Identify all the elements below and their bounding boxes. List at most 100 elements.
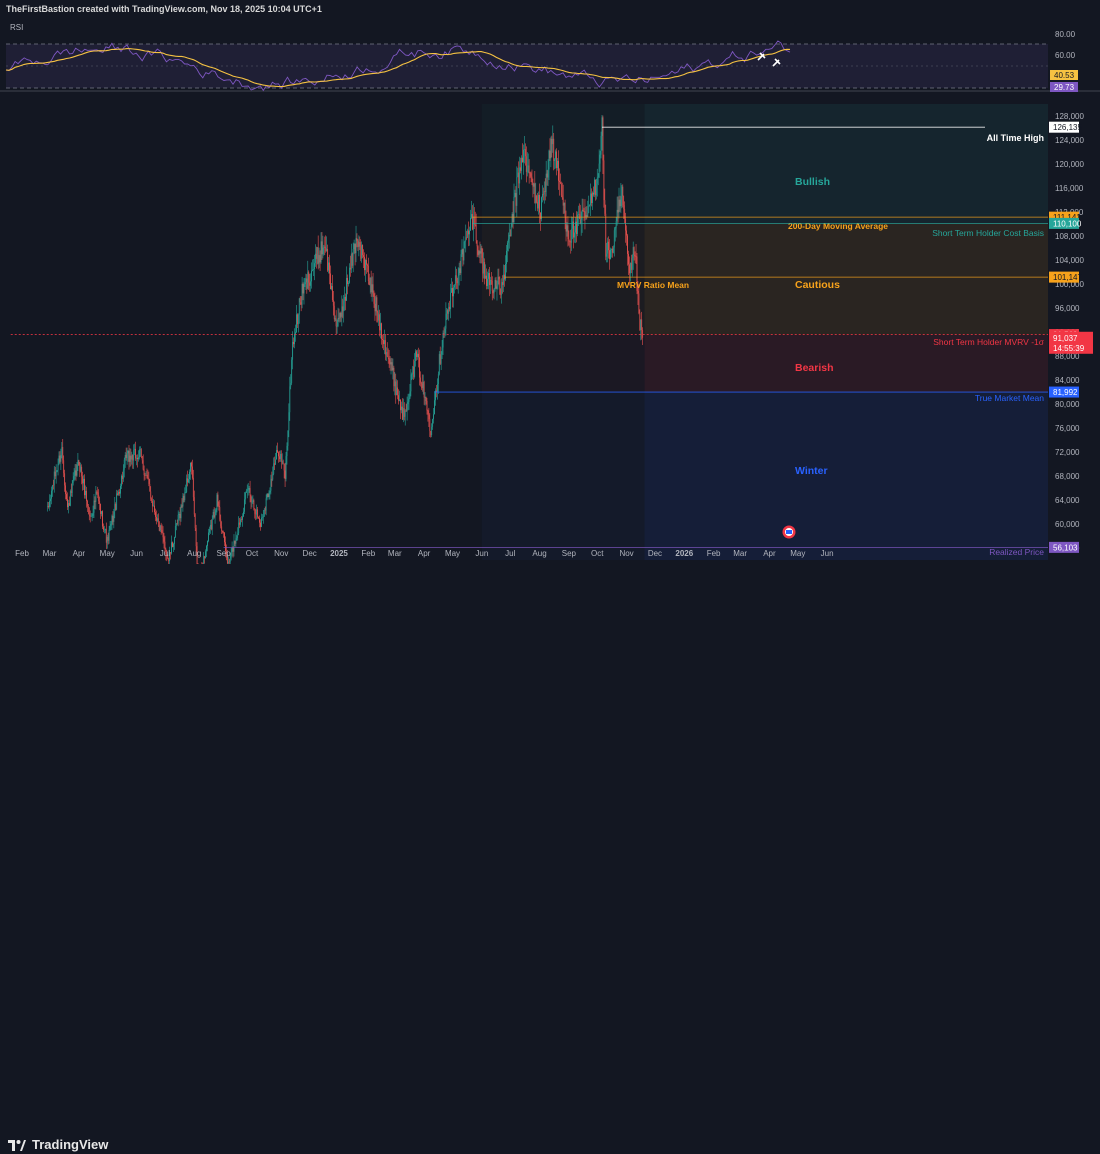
candle (365, 258, 366, 283)
candle (349, 255, 351, 277)
candle (462, 248, 464, 267)
candle (113, 508, 115, 529)
svg-text:110,100: 110,100 (1053, 219, 1082, 228)
candle (144, 472, 146, 480)
x-tick-label: Jun (475, 549, 488, 558)
candle (449, 300, 451, 312)
candle (363, 249, 364, 269)
candle (413, 359, 415, 381)
candle (102, 510, 103, 530)
candle (150, 486, 152, 501)
candle (540, 212, 541, 231)
candle (450, 283, 452, 319)
candle (351, 252, 353, 269)
candle (524, 136, 525, 164)
candle (546, 170, 548, 186)
candle (85, 485, 86, 499)
candle (310, 273, 312, 292)
candle (581, 198, 583, 233)
candle (204, 555, 206, 564)
candle (320, 232, 322, 264)
candle (75, 464, 77, 481)
candle (53, 465, 55, 493)
candle (439, 346, 441, 366)
candle (171, 535, 172, 555)
candle (629, 256, 630, 286)
candle (129, 448, 131, 468)
candle (50, 494, 51, 508)
candle (469, 226, 470, 246)
candle (500, 288, 502, 299)
candle (334, 315, 336, 322)
candle (636, 252, 638, 295)
candle (338, 308, 340, 322)
candle (122, 464, 124, 482)
candle (489, 276, 491, 294)
price-badge: 101,147 (1049, 271, 1082, 283)
candle (578, 203, 580, 220)
candle (319, 250, 321, 271)
candle (216, 492, 218, 513)
svg-text:111,141: 111,141 (1053, 213, 1081, 222)
candle (490, 272, 492, 285)
candle (172, 541, 173, 548)
candle (115, 502, 117, 511)
candle (176, 519, 178, 526)
zone-label-cautious: Cautious (795, 279, 840, 291)
candle (630, 254, 632, 274)
candle (384, 333, 386, 361)
candle (624, 201, 626, 224)
y-tick-label: 80,000 (1055, 400, 1080, 409)
candle (544, 178, 546, 201)
y-tick-label: 60,000 (1055, 520, 1080, 529)
candle (311, 262, 312, 289)
x-tick-label: May (445, 549, 460, 558)
candle (107, 532, 109, 545)
candle (467, 228, 469, 239)
candle (507, 232, 509, 252)
candle (291, 357, 293, 385)
candle (265, 494, 267, 516)
candle (622, 184, 624, 208)
candle (177, 510, 179, 527)
level-label: 200-Day Moving Average (788, 221, 888, 231)
candle (313, 254, 315, 281)
candle (559, 173, 561, 185)
zone-label-winter: Winter (795, 465, 828, 477)
x-tick-label: Nov (274, 549, 288, 558)
btc-price-chart[interactable]: RSI 80.00 60.00 40.53 29.73 Bullish Cauti… (0, 20, 1100, 564)
price-badge: 111,141 (1049, 211, 1081, 223)
x-tick-label: Dec (303, 549, 317, 558)
candle (268, 490, 270, 500)
candle (312, 259, 313, 272)
candle (178, 511, 180, 521)
candle (604, 188, 606, 217)
candle (302, 282, 304, 301)
candle (494, 277, 496, 292)
candle (401, 401, 402, 414)
candle (576, 211, 578, 237)
flag-icon[interactable] (782, 525, 796, 539)
x-tick-label: Jun (130, 549, 143, 558)
candle (124, 452, 126, 468)
candle (244, 491, 246, 505)
candle (570, 229, 572, 254)
candle (362, 244, 364, 259)
candle (180, 503, 182, 522)
candle (451, 278, 452, 294)
candle (149, 478, 151, 492)
candle (632, 241, 634, 270)
candle (322, 235, 324, 259)
candle (516, 166, 518, 218)
candle (592, 191, 593, 211)
candle (545, 160, 547, 197)
candle (90, 513, 92, 517)
candle (370, 270, 372, 297)
x-tick-label: Jun (821, 549, 834, 558)
y-tick-label: 100,000 (1055, 280, 1084, 289)
y-tick-label: 120,000 (1055, 160, 1084, 169)
candle (443, 327, 445, 338)
candle (243, 492, 245, 514)
candle (127, 450, 129, 462)
candle (534, 170, 536, 204)
